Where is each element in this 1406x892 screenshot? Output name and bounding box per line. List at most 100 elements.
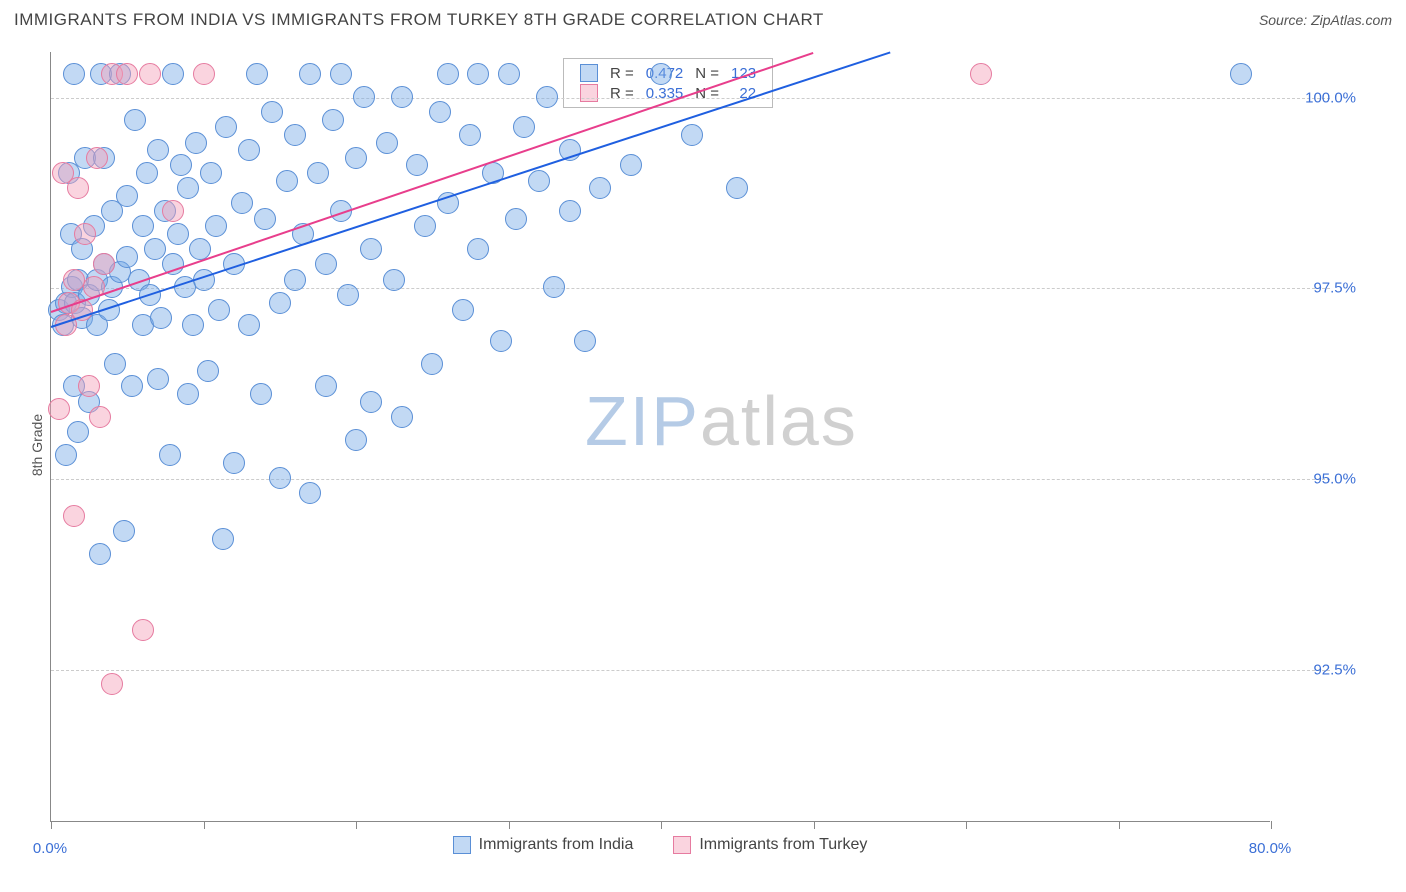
- watermark: ZIPatlas: [585, 381, 858, 461]
- legend-label-india: Immigrants from India: [479, 836, 634, 854]
- legend-swatch-turkey: [580, 84, 598, 102]
- marker-india: [205, 215, 227, 237]
- chart-title: IMMIGRANTS FROM INDIA VS IMMIGRANTS FROM…: [14, 10, 824, 30]
- marker-india: [238, 139, 260, 161]
- marker-india: [414, 215, 436, 237]
- marker-turkey: [86, 147, 108, 169]
- marker-india: [197, 360, 219, 382]
- marker-india: [315, 375, 337, 397]
- marker-india: [337, 284, 359, 306]
- marker-india: [543, 276, 565, 298]
- marker-india: [360, 391, 382, 413]
- marker-india: [124, 109, 146, 131]
- legend-label-turkey: Immigrants from Turkey: [699, 836, 867, 854]
- marker-turkey: [74, 223, 96, 245]
- legend-n-label: N =: [689, 63, 725, 83]
- marker-india: [429, 101, 451, 123]
- marker-india: [212, 528, 234, 550]
- marker-india: [116, 246, 138, 268]
- marker-india: [147, 139, 169, 161]
- marker-india: [136, 162, 158, 184]
- marker-india: [536, 86, 558, 108]
- marker-india: [513, 116, 535, 138]
- marker-india: [315, 253, 337, 275]
- marker-india: [284, 269, 306, 291]
- x-tick: [356, 821, 357, 829]
- trendline-turkey: [51, 52, 814, 313]
- marker-india: [261, 101, 283, 123]
- marker-india: [150, 307, 172, 329]
- marker-india: [254, 208, 276, 230]
- marker-india: [55, 444, 77, 466]
- y-tick-label: 95.0%: [1286, 470, 1356, 487]
- marker-india: [276, 170, 298, 192]
- marker-turkey: [63, 269, 85, 291]
- marker-india: [67, 421, 89, 443]
- legend-r-value: 0.335: [640, 83, 690, 103]
- series-legend: Immigrants from India Immigrants from Tur…: [50, 836, 1270, 854]
- marker-india: [307, 162, 329, 184]
- marker-india: [208, 299, 230, 321]
- legend-item-india: Immigrants from India: [453, 836, 634, 854]
- y-tick-label: 97.5%: [1286, 280, 1356, 297]
- marker-turkey: [101, 673, 123, 695]
- marker-india: [498, 63, 520, 85]
- marker-india: [89, 543, 111, 565]
- x-tick: [1119, 821, 1120, 829]
- marker-india: [113, 520, 135, 542]
- marker-india: [574, 330, 596, 352]
- marker-turkey: [89, 406, 111, 428]
- marker-india: [360, 238, 382, 260]
- legend-swatch-india: [453, 836, 471, 854]
- x-tick: [509, 821, 510, 829]
- marker-india: [383, 269, 405, 291]
- marker-turkey: [132, 619, 154, 641]
- marker-turkey: [67, 177, 89, 199]
- marker-india: [177, 383, 199, 405]
- marker-india: [421, 353, 443, 375]
- marker-india: [467, 238, 489, 260]
- marker-india: [650, 63, 672, 85]
- marker-india: [559, 200, 581, 222]
- marker-india: [121, 375, 143, 397]
- marker-india: [528, 170, 550, 192]
- marker-india: [353, 86, 375, 108]
- marker-india: [376, 132, 398, 154]
- gridline-h: [51, 670, 1330, 671]
- marker-india: [250, 383, 272, 405]
- marker-india: [589, 177, 611, 199]
- marker-india: [116, 185, 138, 207]
- marker-india: [299, 63, 321, 85]
- x-tick: [814, 821, 815, 829]
- y-tick-label: 92.5%: [1286, 661, 1356, 678]
- marker-india: [437, 63, 459, 85]
- marker-turkey: [48, 398, 70, 420]
- x-tick-label: 80.0%: [1249, 840, 1292, 857]
- marker-india: [104, 353, 126, 375]
- marker-turkey: [193, 63, 215, 85]
- legend-swatch-india: [580, 64, 598, 82]
- marker-india: [144, 238, 166, 260]
- watermark-zip: ZIP: [585, 382, 700, 460]
- marker-india: [505, 208, 527, 230]
- marker-india: [452, 299, 474, 321]
- source-attribution: Source: ZipAtlas.com: [1259, 12, 1392, 28]
- chart-area: 8th Grade ZIPatlas R = 0.472N = 123R = 0…: [0, 40, 1406, 850]
- marker-india: [345, 429, 367, 451]
- marker-india: [490, 330, 512, 352]
- scatter-plot: ZIPatlas R = 0.472N = 123R = 0.335N = 22…: [50, 52, 1270, 822]
- x-tick: [966, 821, 967, 829]
- gridline-h: [51, 288, 1330, 289]
- legend-item-turkey: Immigrants from Turkey: [673, 836, 867, 854]
- legend-r-label: R =: [604, 63, 640, 83]
- marker-india: [620, 154, 642, 176]
- watermark-atlas: atlas: [700, 382, 858, 460]
- marker-india: [299, 482, 321, 504]
- marker-india: [1230, 63, 1252, 85]
- marker-india: [269, 292, 291, 314]
- marker-india: [467, 63, 489, 85]
- marker-india: [231, 192, 253, 214]
- marker-india: [269, 467, 291, 489]
- y-axis-label: 8th Grade: [29, 414, 45, 476]
- marker-india: [200, 162, 222, 184]
